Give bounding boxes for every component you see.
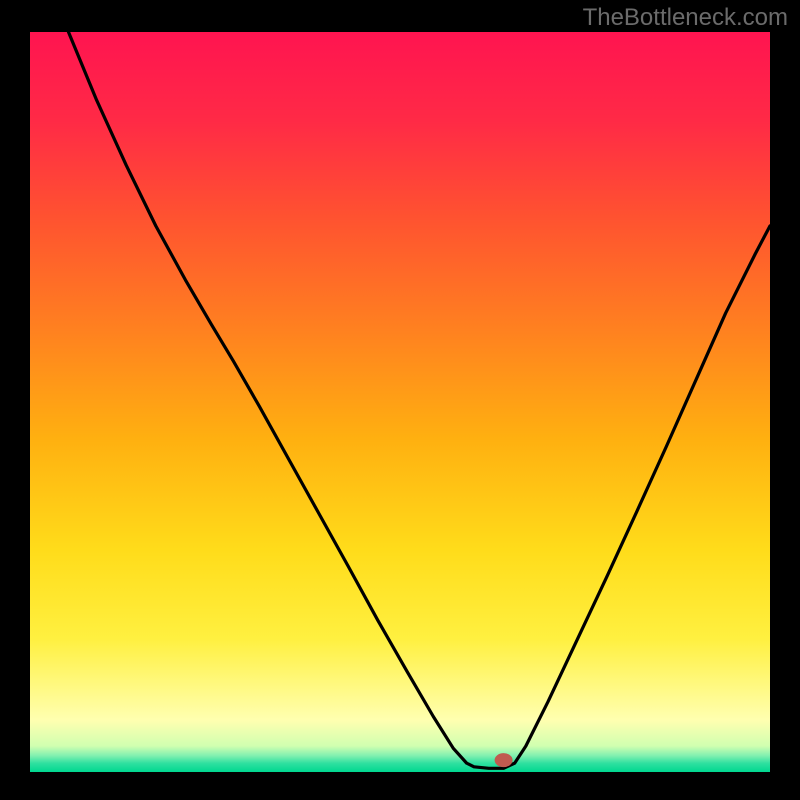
chart-container: TheBottleneck.com (0, 0, 800, 800)
watermark-text: TheBottleneck.com (583, 4, 788, 32)
bottleneck-chart (30, 32, 770, 772)
optimal-point-marker (495, 753, 513, 767)
